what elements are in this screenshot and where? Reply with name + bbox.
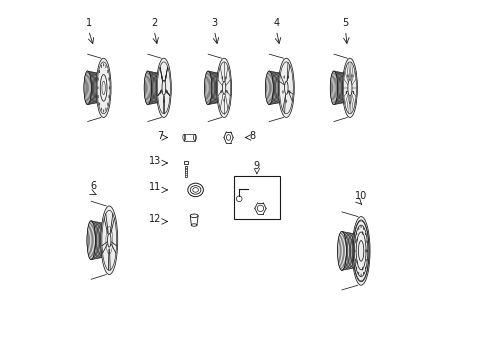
Text: 13: 13 [149,156,161,166]
Text: 5: 5 [342,18,348,28]
Ellipse shape [216,58,231,117]
Ellipse shape [278,58,294,117]
Ellipse shape [96,58,111,117]
Ellipse shape [342,58,357,117]
Bar [184,166,187,177]
Text: 9: 9 [253,161,260,171]
Text: 8: 8 [249,131,255,141]
Text: 11: 11 [149,182,161,192]
Text: 10: 10 [355,191,367,201]
Text: 2: 2 [151,18,157,28]
Text: 7: 7 [157,131,163,141]
Bar [233,176,279,219]
Bar [184,134,195,141]
Bar [184,161,187,165]
Text: 1: 1 [85,18,91,28]
Text: 12: 12 [148,214,161,224]
Text: 6: 6 [91,181,97,191]
Ellipse shape [156,58,171,117]
Text: 3: 3 [211,18,217,28]
Ellipse shape [351,217,369,285]
Text: 4: 4 [273,18,279,28]
Ellipse shape [101,206,118,275]
